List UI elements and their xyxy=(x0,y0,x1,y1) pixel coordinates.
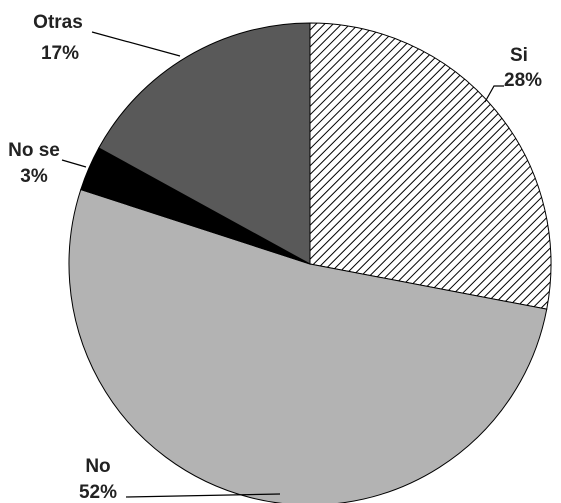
slice-labels: Si 28% Otras 17% No se 3% No 52% xyxy=(8,12,542,503)
pie-slice-si xyxy=(309,22,552,310)
label-no-se-name: No se xyxy=(8,140,60,161)
leader-line-no xyxy=(125,493,281,498)
label-otras-pct: 17% xyxy=(41,43,79,64)
leader-line-si xyxy=(484,85,504,103)
label-si-name: Si xyxy=(510,45,528,66)
label-si-pct: 28% xyxy=(504,70,542,91)
label-no-pct: 52% xyxy=(79,482,117,503)
pie-slice-otras xyxy=(98,22,311,265)
pie-slices xyxy=(68,22,552,503)
label-no-se-pct: 3% xyxy=(20,166,48,187)
leader-line-no-se xyxy=(61,159,87,168)
label-no-name: No xyxy=(85,456,110,477)
leader-lines xyxy=(61,31,504,498)
label-otras-name: Otras xyxy=(33,12,83,33)
pie-slice-no xyxy=(68,188,548,503)
leader-line-otras xyxy=(91,31,181,57)
